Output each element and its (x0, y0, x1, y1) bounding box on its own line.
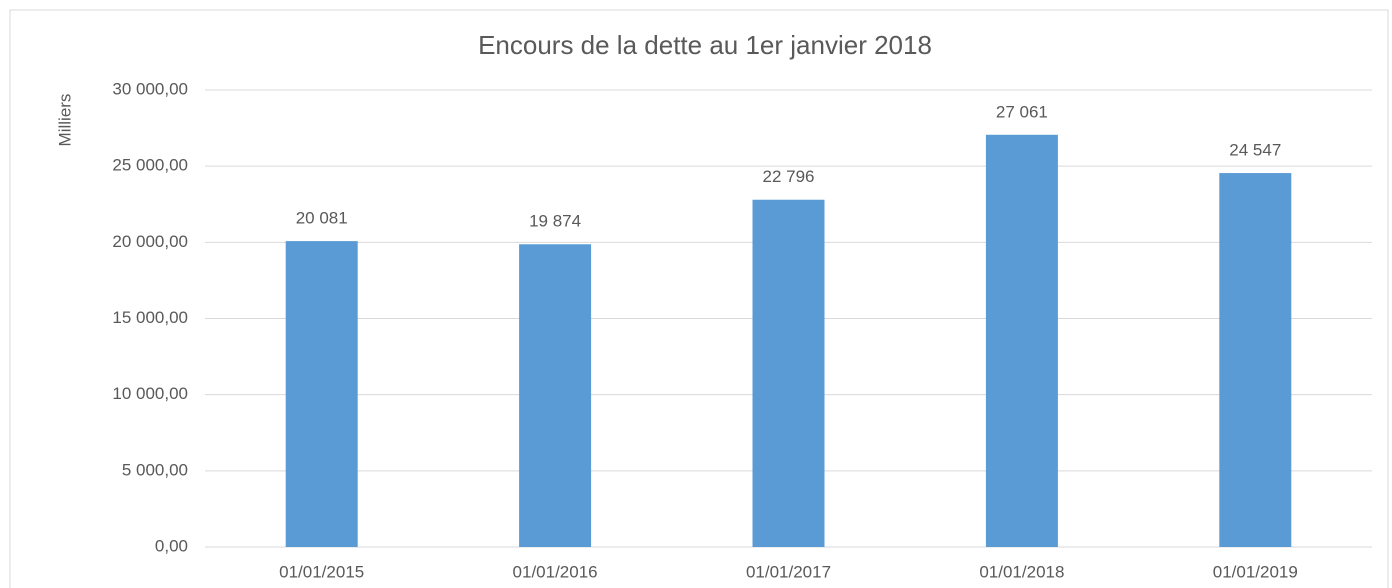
y-tick-label: 0,00 (155, 536, 188, 555)
chart-frame (9, 9, 1389, 588)
bar (1219, 173, 1292, 547)
chart-title: Encours de la dette au 1er janvier 2018 (478, 30, 932, 60)
data-label: 24 547 (1229, 141, 1281, 160)
y-tick-label: 30 000,00 (112, 79, 188, 98)
y-tick-label: 5 000,00 (122, 460, 188, 479)
y-tick-label: 25 000,00 (112, 156, 188, 175)
x-tick-label: 01/01/2017 (746, 562, 831, 581)
x-tick-label: 01/01/2019 (1213, 562, 1298, 581)
x-tick-label: 01/01/2015 (279, 562, 364, 581)
x-tick-label: 01/01/2016 (513, 562, 598, 581)
y-tick-label: 15 000,00 (112, 308, 188, 327)
bar (752, 199, 825, 547)
y-axis-label: Milliers (55, 94, 74, 147)
y-tick-label: 20 000,00 (112, 232, 188, 251)
x-tick-label: 01/01/2018 (979, 562, 1064, 581)
y-tick-label: 10 000,00 (112, 384, 188, 403)
data-label: 20 081 (296, 209, 348, 228)
data-label: 22 796 (763, 167, 815, 186)
data-label: 27 061 (996, 102, 1048, 121)
bar (985, 134, 1058, 548)
bar (285, 241, 358, 547)
data-label: 19 874 (529, 212, 581, 231)
bar (519, 244, 592, 547)
